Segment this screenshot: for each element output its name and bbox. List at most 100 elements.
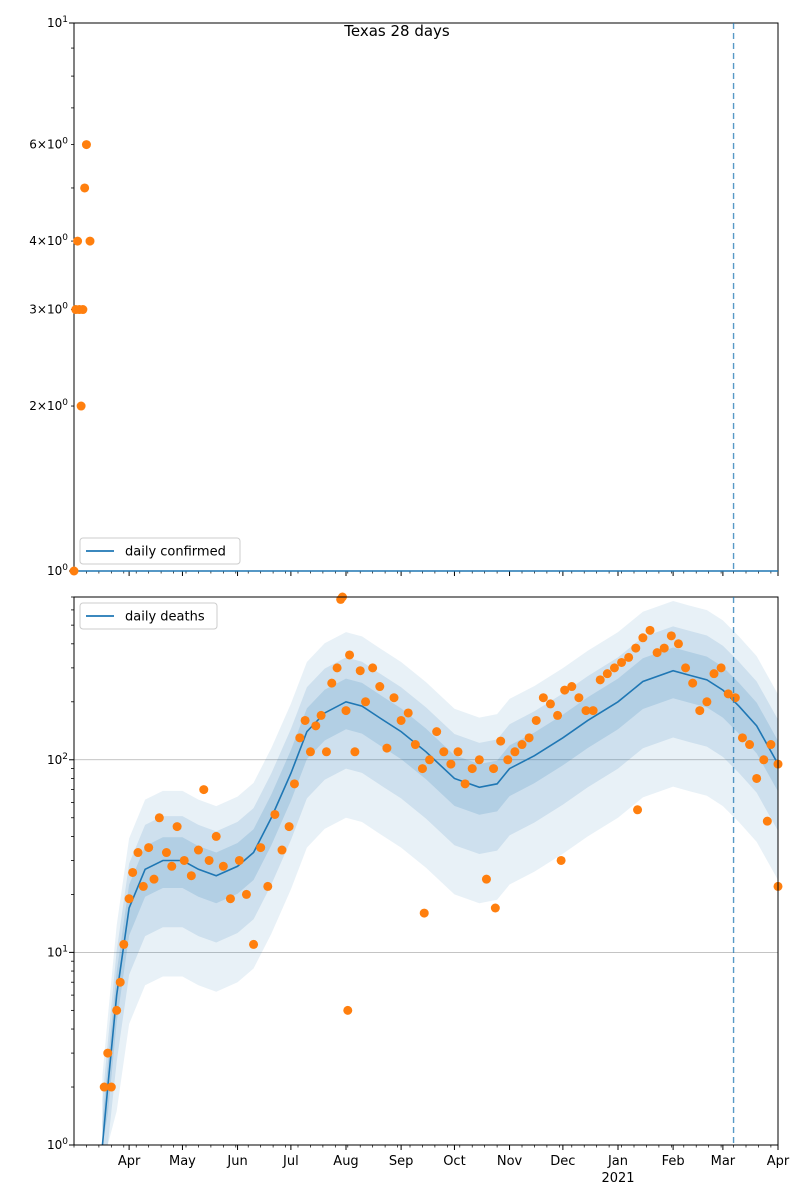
deaths-point bbox=[439, 747, 449, 757]
deaths-point bbox=[368, 663, 378, 673]
band-middle bbox=[102, 626, 778, 1145]
deaths-point bbox=[666, 631, 676, 641]
deaths-point bbox=[432, 727, 442, 737]
deaths-panel: 100 101 102 Apr May Jun Jul Aug Sep Oct Nov Dec Jan F… bbox=[47, 592, 790, 1186]
x-tick-label: Oct bbox=[443, 1154, 465, 1169]
deaths-point bbox=[305, 747, 315, 757]
deaths-point bbox=[688, 678, 698, 688]
legend-box bbox=[79, 537, 241, 565]
deaths-point bbox=[556, 855, 566, 865]
deaths-point bbox=[560, 685, 570, 695]
deaths-point bbox=[295, 733, 305, 743]
deaths-point bbox=[106, 1082, 116, 1092]
deaths-point bbox=[300, 715, 310, 725]
deaths-point bbox=[410, 740, 420, 750]
y-tick-label: 100 bbox=[47, 563, 68, 578]
deaths-point bbox=[270, 809, 280, 819]
deaths-point bbox=[375, 682, 385, 692]
x-tick-label: Nov bbox=[497, 1154, 523, 1169]
figure-title: Texas 28 days bbox=[343, 22, 450, 40]
deaths-point bbox=[193, 845, 203, 855]
deaths-point bbox=[167, 861, 177, 871]
deaths-point bbox=[225, 894, 235, 904]
deaths-point bbox=[112, 1005, 122, 1015]
deaths-point bbox=[149, 874, 159, 884]
x-tick-label: Jul bbox=[282, 1154, 299, 1169]
deaths-point bbox=[638, 633, 648, 643]
deaths-point bbox=[316, 710, 326, 720]
deaths-point bbox=[172, 822, 182, 832]
deaths-point bbox=[343, 1005, 353, 1015]
deaths-point bbox=[99, 1082, 109, 1092]
deaths-point bbox=[256, 843, 266, 853]
x-tick-label: Mar bbox=[711, 1154, 736, 1169]
deaths-point bbox=[531, 715, 541, 725]
deaths-point bbox=[517, 740, 527, 750]
deaths-point bbox=[617, 657, 627, 667]
deaths-point bbox=[453, 747, 463, 757]
deaths-point bbox=[103, 1048, 113, 1058]
x-tick-label: May bbox=[169, 1154, 196, 1169]
deaths-point bbox=[574, 693, 584, 703]
deaths-point bbox=[524, 733, 534, 743]
deaths-point bbox=[417, 764, 427, 774]
x-year-label: 2021 bbox=[601, 1171, 634, 1186]
deaths-point bbox=[241, 889, 251, 899]
deaths-point bbox=[490, 903, 500, 913]
deaths-point bbox=[128, 867, 138, 877]
x-tick-label: Jan bbox=[607, 1154, 628, 1169]
deaths-point bbox=[496, 736, 506, 746]
confirmed-point bbox=[73, 236, 83, 246]
y-tick-label: 100 bbox=[47, 1137, 68, 1152]
deaths-point bbox=[425, 755, 435, 765]
y-tick-label: 4×100 bbox=[29, 233, 68, 248]
y-tick-label: 2×100 bbox=[29, 398, 68, 413]
top-plot-frame bbox=[73, 22, 779, 572]
deaths-point bbox=[341, 706, 351, 716]
confirmed-point bbox=[85, 236, 95, 246]
deaths-point bbox=[609, 663, 619, 673]
deaths-point bbox=[759, 755, 769, 765]
deaths-point bbox=[745, 740, 755, 750]
deaths-point bbox=[460, 779, 470, 789]
x-tick-label: Sep bbox=[389, 1154, 414, 1169]
deaths-point bbox=[115, 977, 125, 987]
deaths-point bbox=[199, 785, 209, 795]
deaths-point bbox=[138, 881, 148, 891]
deaths-point bbox=[263, 881, 273, 891]
confirmed-point bbox=[81, 140, 91, 150]
deaths-point bbox=[218, 861, 228, 871]
deaths-point bbox=[321, 747, 331, 757]
deaths-point bbox=[144, 843, 154, 853]
deaths-point bbox=[284, 822, 294, 832]
deaths-point bbox=[311, 721, 321, 731]
deaths-point bbox=[510, 747, 520, 757]
confirmed-panel: 100 2×100 3×100 4×100 6×100 101 daily confirme… bbox=[29, 15, 779, 578]
deaths-point bbox=[631, 643, 641, 653]
confirmed-point bbox=[69, 566, 79, 576]
deaths-point bbox=[382, 743, 392, 753]
deaths-point bbox=[624, 652, 634, 662]
deaths-point bbox=[737, 733, 747, 743]
deaths-point bbox=[716, 663, 726, 673]
deaths-point bbox=[762, 816, 772, 826]
deaths-point bbox=[567, 682, 577, 692]
deaths-point bbox=[332, 663, 342, 673]
y-tick-label: 102 bbox=[47, 752, 68, 767]
deaths-point bbox=[659, 643, 669, 653]
x-tick-label: Aug bbox=[333, 1154, 358, 1169]
confirmed-point bbox=[80, 183, 90, 193]
y-tick-label: 6×100 bbox=[29, 137, 68, 152]
deaths-point bbox=[503, 755, 513, 765]
legend-box bbox=[79, 602, 218, 630]
deaths-point bbox=[581, 706, 591, 716]
deaths-point bbox=[595, 675, 605, 685]
deaths-point bbox=[289, 779, 299, 789]
deaths-point bbox=[211, 831, 221, 841]
deaths-point bbox=[702, 697, 712, 707]
x-tick-label: Apr bbox=[767, 1154, 790, 1169]
legend-label: daily confirmed bbox=[125, 545, 226, 560]
deaths-point bbox=[204, 855, 214, 865]
deaths-point bbox=[673, 639, 683, 649]
